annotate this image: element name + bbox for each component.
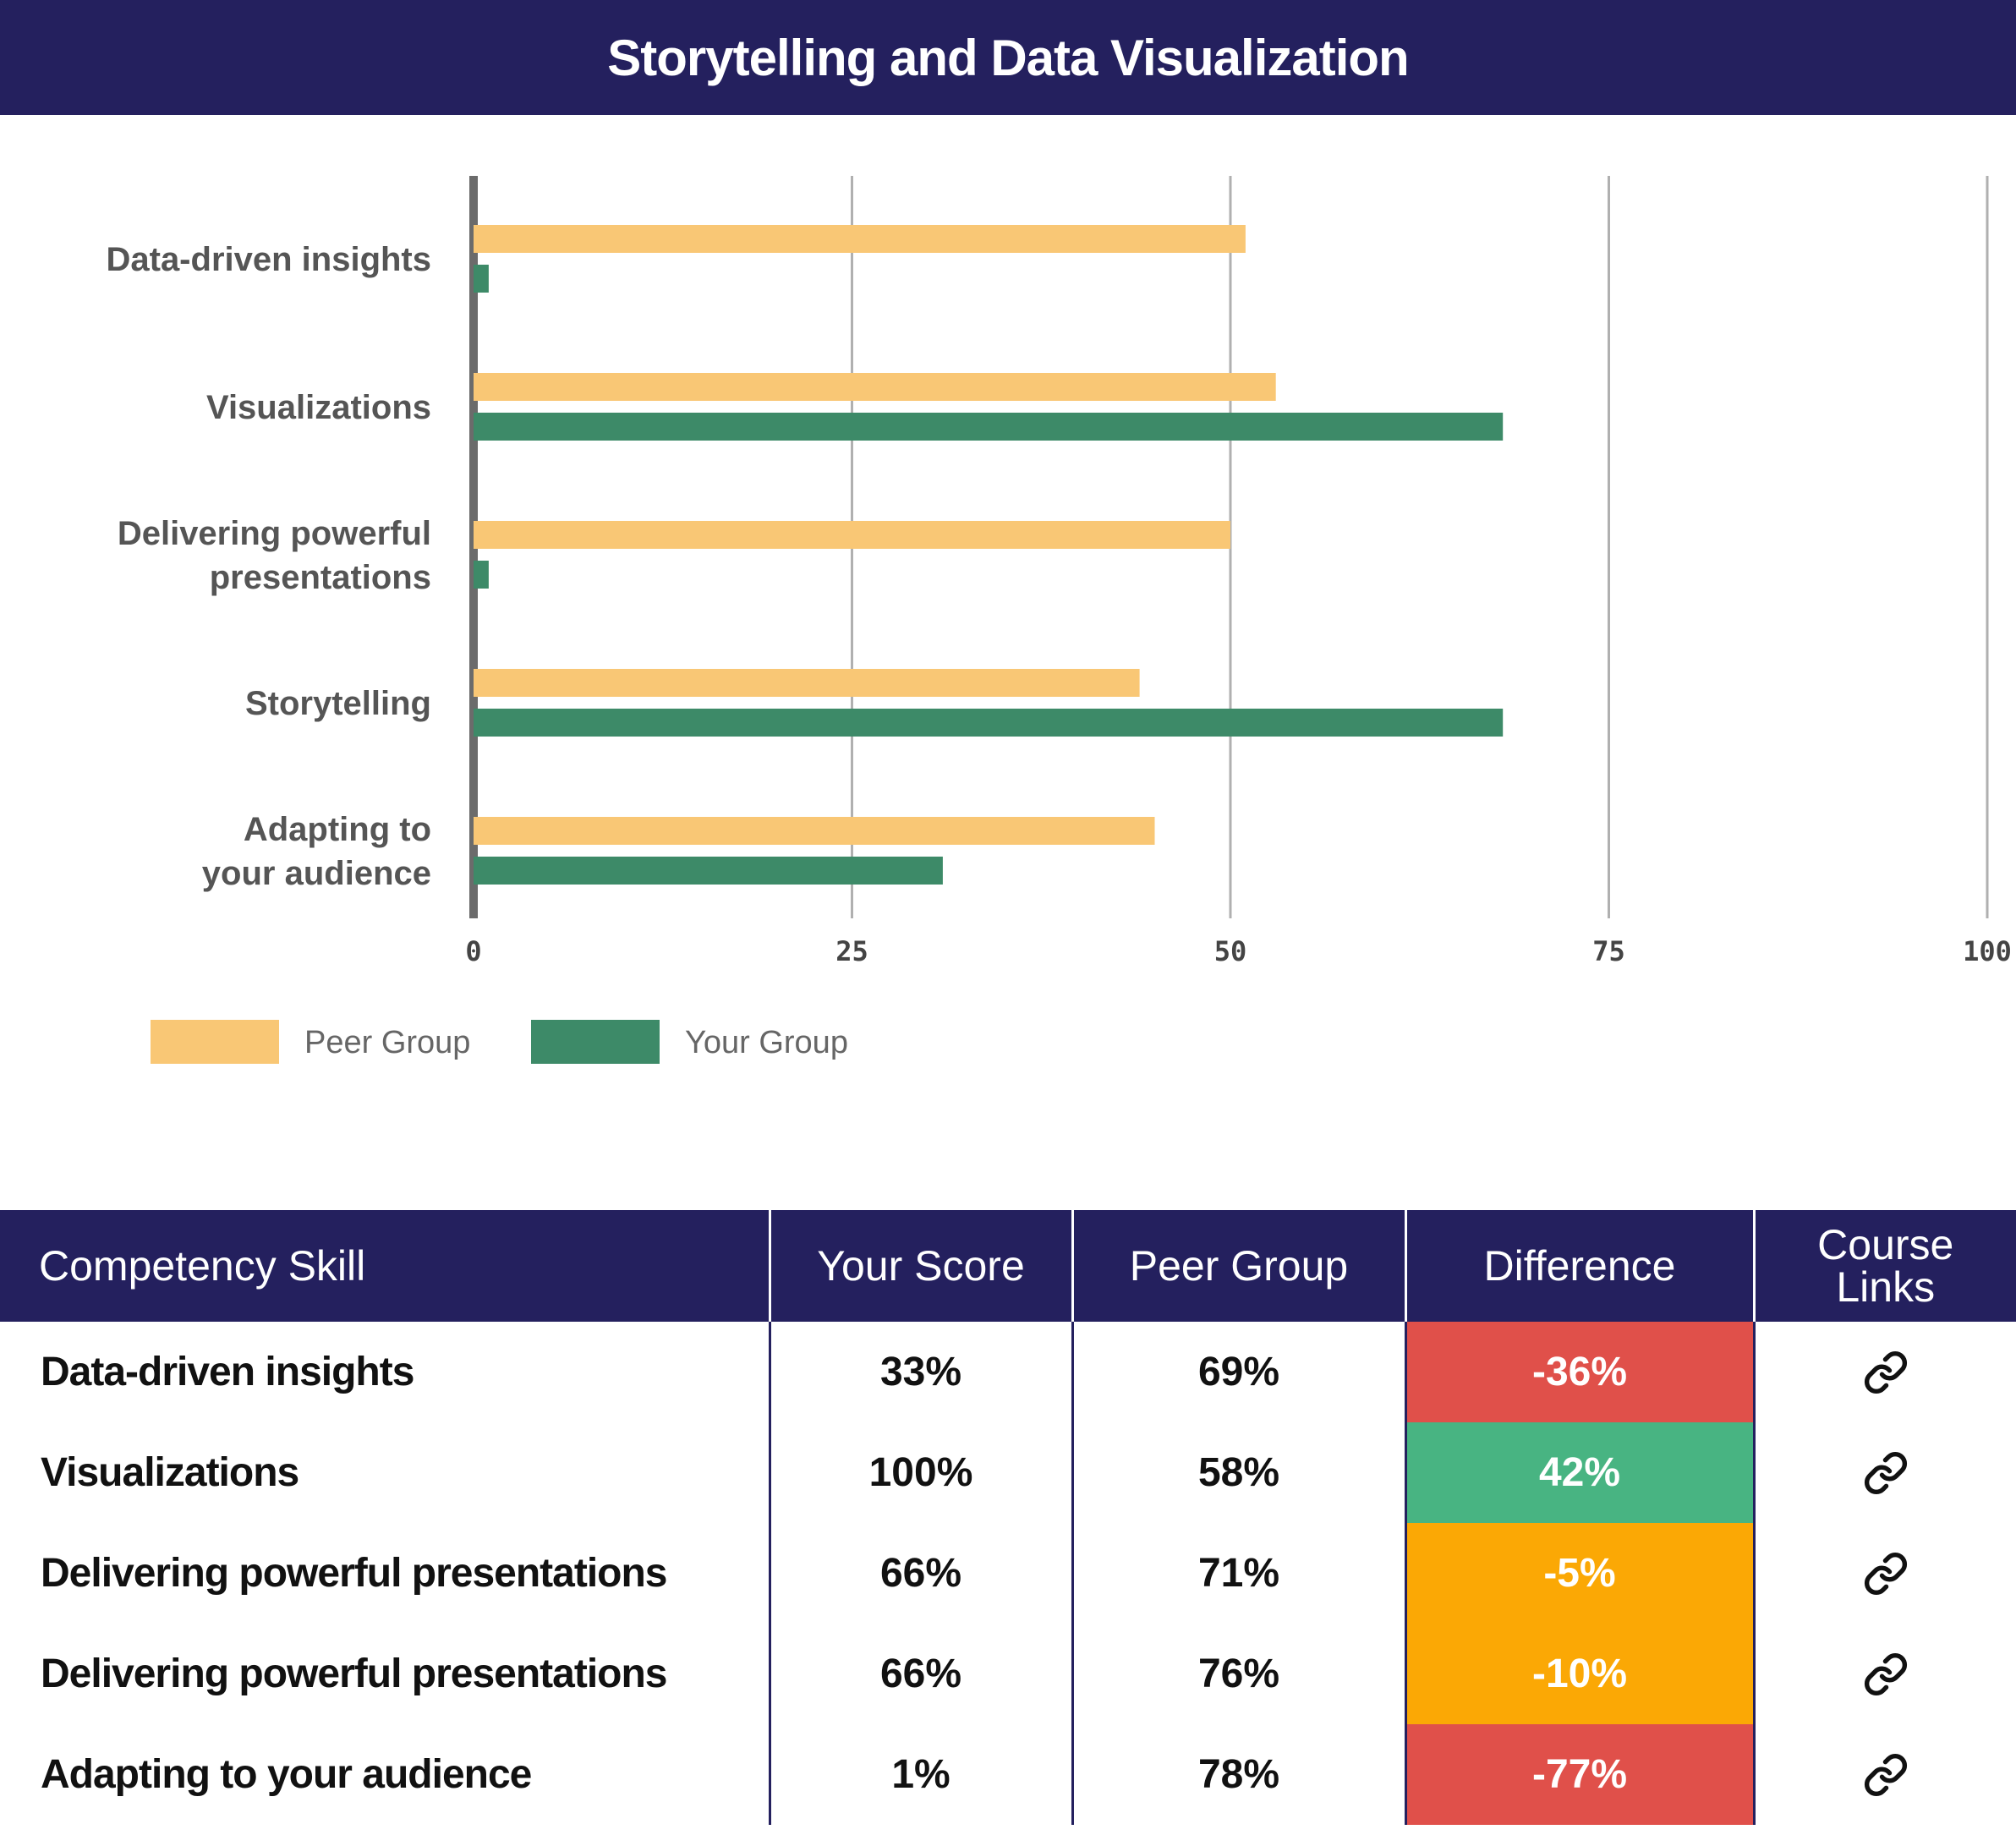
link-icon[interactable]	[1756, 1551, 2016, 1597]
bar-your-group	[474, 561, 489, 589]
difference-value: -5%	[1405, 1523, 1756, 1624]
link-icon[interactable]	[1756, 1350, 2016, 1395]
table-row: Data-driven insights 33% 69% -36%	[0, 1322, 2016, 1422]
peer-group-value: 71%	[1072, 1523, 1407, 1624]
your-score-value: 33%	[770, 1322, 1074, 1422]
bar-peer-group	[474, 521, 1230, 549]
your-score-value: 100%	[770, 1422, 1074, 1523]
category-label: presentations	[210, 559, 431, 596]
category-label: your audience	[202, 855, 431, 892]
bar-your-group	[474, 265, 489, 293]
x-tick-label: 0	[465, 935, 481, 967]
peer-group-value: 58%	[1072, 1422, 1407, 1523]
course-link-cell[interactable]	[1754, 1724, 2016, 1825]
course-link-cell[interactable]	[1754, 1422, 2016, 1523]
difference-value: -77%	[1405, 1724, 1756, 1825]
legend-label: Peer Group	[304, 1025, 470, 1060]
course-link-cell[interactable]	[1754, 1523, 2016, 1624]
bar-peer-group	[474, 373, 1276, 401]
bar-peer-group	[474, 817, 1155, 845]
chart-legend: Peer Group Your Group	[151, 1020, 848, 1064]
x-tick-label: 25	[835, 935, 868, 967]
chart-labels: 0 25 50 75 100 Data-driven insights Visualizat…	[106, 241, 2011, 967]
your-score-value: 66%	[770, 1624, 1074, 1724]
link-icon[interactable]	[1756, 1450, 2016, 1496]
x-tick-label: 50	[1214, 935, 1247, 967]
header-course-links-line1: Course	[1817, 1221, 1954, 1268]
bar-your-group	[474, 709, 1504, 737]
header-difference: Difference	[1405, 1210, 1756, 1322]
header-competency-skill: Competency Skill	[0, 1210, 771, 1322]
peer-group-value: 78%	[1072, 1724, 1407, 1825]
bar-chart: 0 25 50 75 100 Data-driven insights Visualizat…	[106, 176, 2012, 1064]
category-label: Data-driven insights	[106, 241, 431, 278]
bar-peer-group	[474, 669, 1140, 697]
page-title: Storytelling and Data Visualization	[0, 0, 2016, 115]
category-label: Visualizations	[206, 389, 431, 426]
difference-value: -10%	[1405, 1624, 1756, 1724]
course-link-cell[interactable]	[1754, 1624, 2016, 1724]
link-icon[interactable]	[1756, 1652, 2016, 1697]
category-label: Storytelling	[245, 685, 431, 722]
table-header-row: Competency Skill Your Score Peer Group D…	[0, 1210, 2016, 1322]
chart-bars	[474, 225, 1504, 885]
table-row: Adapting to your audience 1% 78% -77%	[0, 1724, 2016, 1825]
legend-swatch	[151, 1020, 279, 1064]
legend-label: Your Group	[685, 1025, 848, 1060]
category-label: Adapting to	[244, 811, 431, 848]
skill-name: Delivering powerful presentations	[0, 1523, 771, 1624]
table-row: Delivering powerful presentations 66% 76% -…	[0, 1624, 2016, 1724]
link-icon[interactable]	[1756, 1752, 2016, 1798]
peer-group-value: 76%	[1072, 1624, 1407, 1724]
your-score-value: 1%	[770, 1724, 1074, 1825]
your-score-value: 66%	[770, 1523, 1074, 1624]
skill-name: Visualizations	[0, 1422, 771, 1523]
header-peer-group: Peer Group	[1072, 1210, 1407, 1322]
bar-your-group	[474, 857, 943, 885]
skill-name: Delivering powerful presentations	[0, 1624, 771, 1724]
category-label: Delivering powerful	[118, 515, 431, 552]
skill-name: Adapting to your audience	[0, 1724, 771, 1825]
difference-value: 42%	[1405, 1422, 1756, 1523]
table-row: Visualizations 100% 58% 42%	[0, 1422, 2016, 1523]
bar-your-group	[474, 413, 1504, 441]
x-tick-label: 100	[1963, 935, 2012, 967]
header-course-links: Course Links	[1754, 1210, 2016, 1322]
course-link-cell[interactable]	[1754, 1322, 2016, 1422]
x-tick-label: 75	[1592, 935, 1625, 967]
header-your-score: Your Score	[770, 1210, 1074, 1322]
table-row: Delivering powerful presentations 66% 71% -…	[0, 1523, 2016, 1624]
competency-table: Competency Skill Your Score Peer Group D…	[0, 1210, 2016, 1825]
header-course-links-line2: Links	[1836, 1263, 1936, 1311]
bar-peer-group	[474, 225, 1246, 253]
difference-value: -36%	[1405, 1322, 1756, 1422]
legend-swatch	[531, 1020, 660, 1064]
skill-name: Data-driven insights	[0, 1322, 771, 1422]
peer-group-value: 69%	[1072, 1322, 1407, 1422]
